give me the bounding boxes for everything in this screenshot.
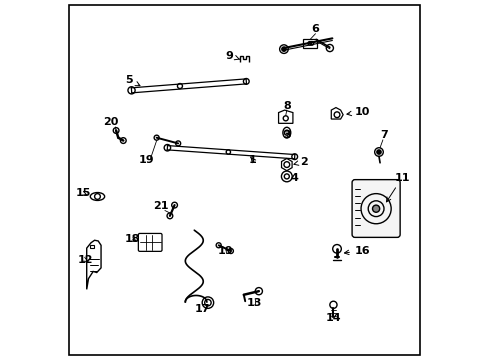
Ellipse shape: [90, 193, 104, 201]
Text: 1: 1: [248, 155, 256, 165]
Text: 5: 5: [125, 75, 140, 86]
Text: 21: 21: [153, 201, 169, 211]
Text: 16: 16: [344, 246, 370, 256]
Circle shape: [376, 150, 380, 154]
Text: 6: 6: [311, 24, 319, 34]
Text: 15: 15: [75, 189, 90, 198]
Polygon shape: [89, 244, 94, 248]
Text: 20: 20: [103, 117, 119, 127]
Text: 8: 8: [283, 101, 290, 111]
FancyBboxPatch shape: [138, 233, 162, 251]
Text: 11: 11: [386, 173, 409, 202]
Text: 10: 10: [346, 107, 369, 117]
Circle shape: [281, 47, 285, 51]
Text: 19: 19: [218, 246, 233, 256]
Text: 2: 2: [293, 157, 307, 167]
Text: 17: 17: [194, 304, 209, 314]
Text: 9: 9: [225, 51, 239, 61]
Text: 13: 13: [246, 298, 262, 308]
Text: 14: 14: [325, 312, 341, 323]
Circle shape: [284, 130, 289, 135]
Text: 7: 7: [379, 130, 386, 140]
Text: 12: 12: [78, 255, 93, 265]
Text: 4: 4: [289, 173, 297, 183]
Text: 19: 19: [139, 155, 155, 165]
Circle shape: [372, 205, 379, 212]
Polygon shape: [330, 108, 343, 119]
Text: 3: 3: [283, 130, 290, 140]
Polygon shape: [281, 158, 291, 171]
Polygon shape: [278, 110, 292, 123]
Ellipse shape: [282, 127, 290, 138]
Text: 18: 18: [124, 234, 140, 244]
FancyBboxPatch shape: [351, 180, 399, 237]
Polygon shape: [86, 240, 101, 289]
